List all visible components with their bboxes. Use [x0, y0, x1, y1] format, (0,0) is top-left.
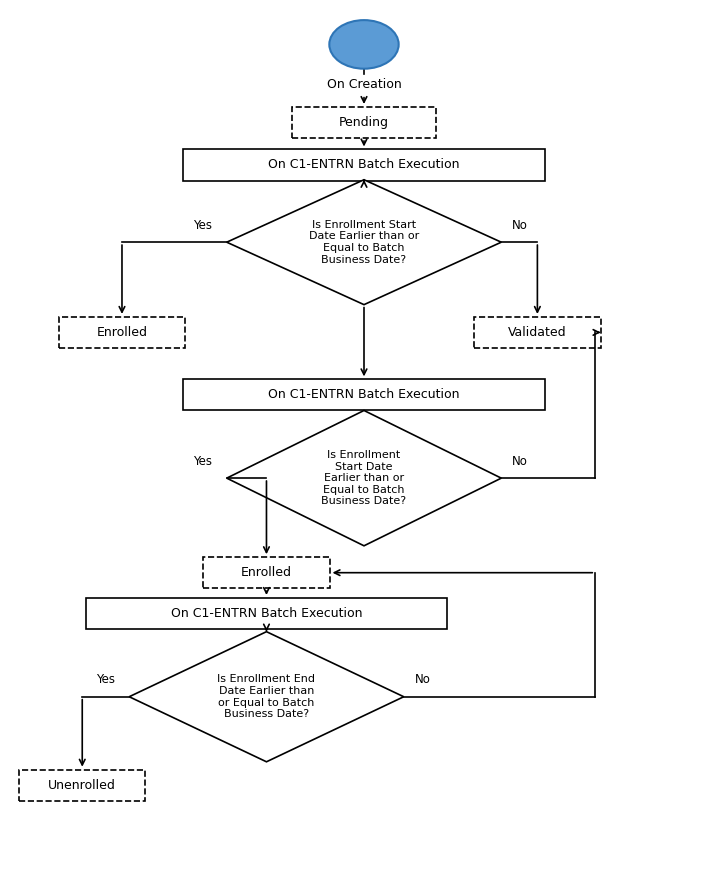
Text: Unenrolled: Unenrolled [48, 779, 116, 792]
FancyBboxPatch shape [59, 317, 185, 348]
FancyBboxPatch shape [474, 317, 601, 348]
FancyBboxPatch shape [292, 107, 436, 138]
Text: Is Enrollment Start
Date Earlier than or
Equal to Batch
Business Date?: Is Enrollment Start Date Earlier than or… [309, 220, 419, 265]
Polygon shape [226, 180, 502, 305]
FancyBboxPatch shape [183, 149, 545, 181]
Text: Yes: Yes [194, 219, 213, 232]
Text: On C1-ENTRN Batch Execution: On C1-ENTRN Batch Execution [268, 159, 460, 171]
Text: No: No [512, 219, 528, 232]
Text: Is Enrollment
Start Date
Earlier than or
Equal to Batch
Business Date?: Is Enrollment Start Date Earlier than or… [322, 450, 406, 506]
Text: Validated: Validated [508, 326, 566, 339]
FancyBboxPatch shape [203, 557, 330, 588]
Text: Is Enrollment End
Date Earlier than
or Equal to Batch
Business Date?: Is Enrollment End Date Earlier than or E… [218, 674, 315, 719]
Text: Enrolled: Enrolled [97, 326, 148, 339]
Text: Yes: Yes [194, 455, 213, 468]
Text: Pending: Pending [339, 116, 389, 129]
Polygon shape [226, 410, 502, 546]
Text: No: No [512, 455, 528, 468]
Text: On C1-ENTRN Batch Execution: On C1-ENTRN Batch Execution [268, 388, 460, 402]
Ellipse shape [329, 20, 399, 69]
Text: On Creation: On Creation [327, 78, 401, 91]
FancyBboxPatch shape [19, 770, 146, 801]
Polygon shape [129, 632, 404, 762]
Text: On C1-ENTRN Batch Execution: On C1-ENTRN Batch Execution [171, 607, 363, 620]
Text: No: No [414, 673, 430, 686]
Text: Yes: Yes [96, 673, 115, 686]
FancyBboxPatch shape [183, 379, 545, 410]
Text: Enrolled: Enrolled [241, 567, 292, 579]
FancyBboxPatch shape [86, 598, 447, 629]
